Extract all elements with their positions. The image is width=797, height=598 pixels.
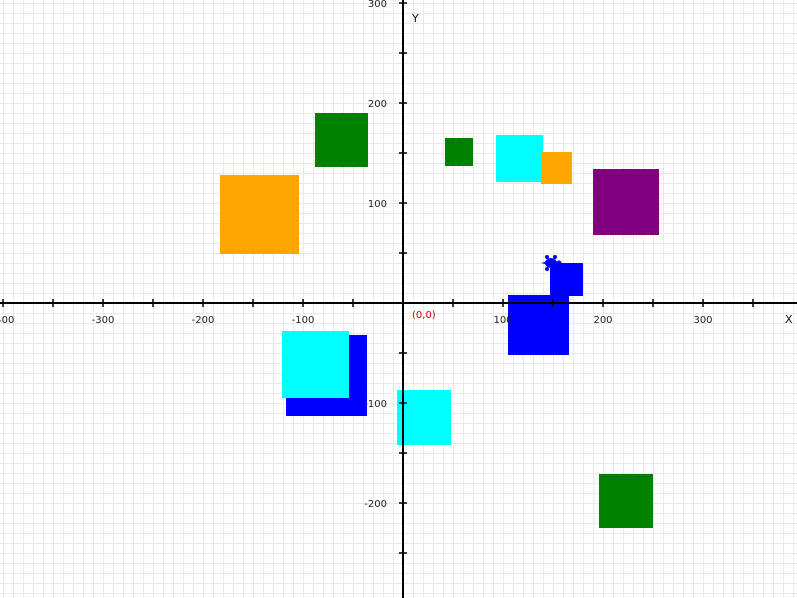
turtle-tail [541,262,545,264]
y-tick-label: -200 [364,499,387,510]
square-green-bottom [599,474,653,528]
square-cyan-left [282,331,349,398]
y-tick-label: 100 [368,199,387,210]
x-tick-label: -200 [192,315,215,326]
square-orange-left [220,175,299,254]
y-tick-label: 200 [368,99,387,110]
y-tick-label: 300 [368,0,387,10]
square-purple [593,169,659,235]
shapes-layer [220,113,659,528]
turtle-body [545,258,557,268]
y-axis-label: Y [411,12,419,25]
turtle-leg [553,267,557,271]
x-tick-label: 300 [693,315,712,326]
square-cyan-bottom [397,390,451,445]
x-tick-label: 200 [593,315,612,326]
axis-ticks [2,2,754,554]
x-tick-label: -300 [92,315,115,326]
origin-label: (0,0) [412,310,436,321]
square-green-small [445,138,473,166]
square-orange-small [541,152,572,184]
turtle-head [556,260,562,266]
y-tick-label: -100 [364,399,387,410]
x-tick-label: -400 [0,315,14,326]
turtle-leg [553,255,557,259]
square-green-upper-left [315,113,368,167]
turtle-cursor-icon [541,255,562,271]
axis-tick-labels: -400 -300 -200 -100 100 200 300 300 200 100 -100 -2… [0,0,713,510]
square-cyan-top [496,135,543,182]
x-tick-label: 100 [493,315,512,326]
turtle-leg [545,267,549,271]
turtle-leg [545,255,549,259]
x-axis-label: X [785,313,793,326]
x-tick-label: -100 [292,315,315,326]
square-blue-center [508,295,569,355]
